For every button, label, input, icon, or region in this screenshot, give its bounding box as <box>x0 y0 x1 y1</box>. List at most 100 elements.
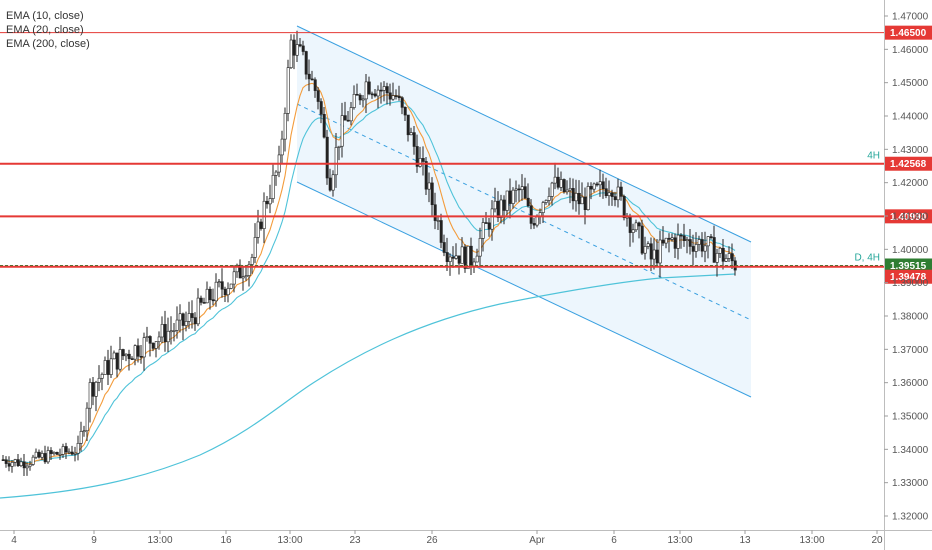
candle-body <box>22 461 26 469</box>
candle-body <box>136 345 140 357</box>
price-tick-label: 1.38000 <box>892 312 929 323</box>
candle-body <box>343 115 347 121</box>
candle-body <box>673 237 677 249</box>
candle-body <box>682 235 686 241</box>
candle-body <box>94 381 98 397</box>
candle-body <box>379 89 383 92</box>
candle-body <box>328 177 332 191</box>
candle-body <box>229 283 233 289</box>
candle-body <box>514 188 518 191</box>
horizontal-levels: 1.46500 1.42568 4H 1.40990 1.39515 D, 4H 1.394… <box>0 25 932 284</box>
time-axis[interactable]: 4 9 13:00 16 13:00 23 26 Apr 6 13:00 13 13:00 20 <box>11 530 883 546</box>
candle-body <box>337 145 341 148</box>
candle-body <box>403 107 407 116</box>
candle-body <box>55 452 59 455</box>
candle-body <box>709 236 713 238</box>
candle-body <box>211 299 215 302</box>
candle-body <box>610 192 614 197</box>
candle-body <box>607 192 611 197</box>
candle-body <box>10 462 14 467</box>
candle-body <box>730 253 734 262</box>
candle-body <box>232 271 236 285</box>
candle-body <box>676 234 680 249</box>
candle-body <box>397 95 401 98</box>
level-note: D, 4H <box>854 253 880 264</box>
price-tick-label: 1.45000 <box>892 78 929 89</box>
candle-body <box>100 374 104 379</box>
candle-body <box>664 237 668 244</box>
candle-body <box>298 44 302 47</box>
candle-body <box>511 189 515 204</box>
candle-body <box>322 114 326 138</box>
ema-10-line <box>2 82 736 465</box>
candle-body <box>274 171 278 176</box>
candle-body <box>454 255 458 259</box>
candle-body <box>640 225 644 254</box>
candle-body <box>589 186 593 190</box>
candle-body <box>142 337 146 358</box>
candle-body <box>265 200 269 205</box>
candle-body <box>301 45 305 52</box>
candle-body <box>181 313 185 326</box>
time-tick-label: 26 <box>426 535 438 546</box>
candle-body <box>439 220 443 243</box>
candle-body <box>319 101 323 115</box>
time-tick-label: 16 <box>220 535 232 546</box>
candle-body <box>157 336 161 342</box>
candle-body <box>154 341 158 349</box>
candle-body <box>592 183 596 190</box>
candle-body <box>508 190 512 204</box>
price-tick-label: 1.32000 <box>892 512 929 523</box>
candle-body <box>262 200 266 229</box>
candle-body <box>451 256 455 259</box>
candle-body <box>382 86 386 91</box>
candle-body <box>304 51 308 75</box>
candle-body <box>49 450 53 454</box>
candle-body <box>655 249 659 264</box>
candle-body <box>565 189 569 193</box>
channel-lower-line <box>296 181 752 398</box>
candle-body <box>424 161 428 190</box>
candle-body <box>436 220 440 222</box>
candle-body <box>421 158 425 162</box>
candle-body <box>388 92 392 100</box>
price-tick-label: 1.40000 <box>892 245 929 256</box>
candle-body <box>25 465 29 469</box>
candle-body <box>220 281 224 290</box>
candle-body <box>76 442 80 454</box>
candle-body <box>244 275 248 278</box>
indicator-label: EMA (20, close) <box>6 24 84 36</box>
candle-body <box>199 297 203 303</box>
candle-body <box>544 200 548 203</box>
candle-body <box>427 182 431 190</box>
candle-body <box>79 431 83 444</box>
candle-body <box>352 93 356 108</box>
level-price-tag <box>885 156 932 171</box>
candle-body <box>280 138 284 156</box>
candle-body <box>553 176 557 184</box>
price-axis[interactable]: 1.47000 1.46000 1.45000 1.44000 1.43000 1.420… <box>884 12 929 523</box>
candle-body <box>355 93 359 96</box>
time-tick-label: 13:00 <box>147 535 172 546</box>
candle-body <box>595 183 599 186</box>
candle-body <box>493 200 497 210</box>
level-price-label: 1.46500 <box>890 28 927 39</box>
candle-body <box>208 288 212 301</box>
candle-body <box>118 349 122 370</box>
candle-body <box>271 174 275 199</box>
candle-body <box>97 377 101 383</box>
candle-body <box>649 243 653 260</box>
channel-upper-line <box>296 25 752 243</box>
candle-body <box>13 459 17 463</box>
candle-body <box>412 132 416 147</box>
candle-body <box>19 461 23 466</box>
candle-body <box>523 186 527 199</box>
candle-body <box>184 321 188 326</box>
candle-body <box>487 222 491 230</box>
price-tick-label: 1.47000 <box>892 12 929 23</box>
candle-body <box>724 258 728 262</box>
candle-body <box>433 204 437 221</box>
candle-body <box>400 97 404 108</box>
